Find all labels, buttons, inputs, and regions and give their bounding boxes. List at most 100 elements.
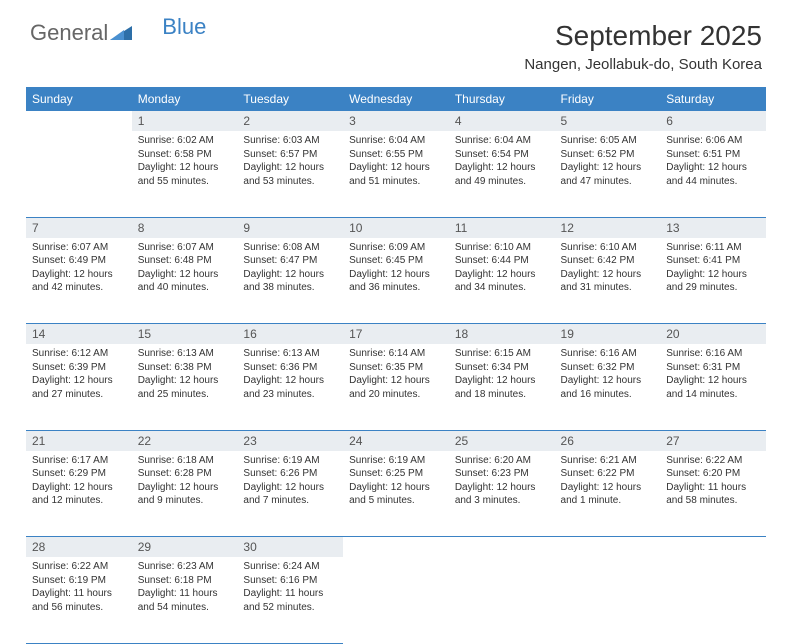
- calendar-table: Sunday Monday Tuesday Wednesday Thursday…: [26, 87, 766, 644]
- sunset-text: Sunset: 6:58 PM: [138, 148, 232, 162]
- week-row: Sunrise: 6:17 AMSunset: 6:29 PM Daylight:…: [26, 451, 766, 537]
- day-cell: Sunrise: 6:07 AMSunset: 6:49 PMDaylight:…: [26, 238, 132, 324]
- sunrise-text: Sunrise: 6:16 AM: [561, 347, 655, 361]
- day-cell: Sunrise: 6:15 AMSunset: 6:34 PMDaylight:…: [449, 344, 555, 430]
- day-number: 18: [449, 324, 555, 345]
- sunset-text: Sunset: 6:25 PM: [349, 467, 443, 481]
- day-detail: Sunrise: 6:04 AMSunset: 6:54 PMDaylight:…: [449, 131, 555, 192]
- day-cell: Sunrise: 6:21 AMSunset: 6:22 PMDaylight:…: [555, 451, 661, 537]
- sunrise-text: Sunrise: 6:07 AM: [138, 241, 232, 255]
- daylight-text-2: and 58 minutes.: [666, 494, 760, 508]
- day-number: 29: [132, 537, 238, 558]
- daylight-text-2: and 34 minutes.: [455, 281, 549, 295]
- sunrise-text: Sunrise: 6:24 AM: [243, 560, 337, 574]
- day-detail: Sunrise: 6:22 AMSunset: 6:19 PMDaylight:…: [26, 557, 132, 618]
- daylight-text-1: Daylight: 11 hours: [138, 587, 232, 601]
- title-block: September 2025 Nangen, Jeollabuk-do, Sou…: [524, 20, 762, 73]
- day-number: 9: [237, 217, 343, 238]
- day-cell: Sunrise: 6:07 AMSunset: 6:48 PMDaylight:…: [132, 238, 238, 324]
- day-number: 27: [660, 430, 766, 451]
- sunset-text: Sunset: 6:16 PM: [243, 574, 337, 588]
- daylight-text-1: Daylight: 12 hours: [561, 481, 655, 495]
- sunrise-text: Sunrise: 6:13 AM: [243, 347, 337, 361]
- day-detail: Sunrise: 6:24 AMSunset: 6:16 PMDaylight:…: [237, 557, 343, 618]
- day-detail: Sunrise: 6:16 AMSunset: 6:31 PMDaylight:…: [660, 344, 766, 405]
- day-detail: Sunrise: 6:03 AMSunset: 6:57 PMDaylight:…: [237, 131, 343, 192]
- day-cell: Sunrise: 6:16 AMSunset: 6:31 PMDaylight:…: [660, 344, 766, 430]
- daylight-text-2: and 16 minutes.: [561, 388, 655, 402]
- daylight-text-1: Daylight: 12 hours: [32, 374, 126, 388]
- daylight-text-1: Daylight: 12 hours: [561, 268, 655, 282]
- day-number: 19: [555, 324, 661, 345]
- logo: General Blue: [30, 20, 206, 46]
- sunrise-text: Sunrise: 6:16 AM: [666, 347, 760, 361]
- day-detail: Sunrise: 6:09 AMSunset: 6:45 PMDaylight:…: [343, 238, 449, 299]
- sunrise-text: Sunrise: 6:19 AM: [243, 454, 337, 468]
- day-number: 10: [343, 217, 449, 238]
- logo-triangle-icon: [110, 20, 132, 46]
- sunrise-text: Sunrise: 6:02 AM: [138, 134, 232, 148]
- daylight-text-2: and 36 minutes.: [349, 281, 443, 295]
- day-number: 7: [26, 217, 132, 238]
- day-number: 24: [343, 430, 449, 451]
- daylight-text-2: and 20 minutes.: [349, 388, 443, 402]
- day-cell: Sunrise: 6:11 AMSunset: 6:41 PMDaylight:…: [660, 238, 766, 324]
- daynum-row: 123456: [26, 111, 766, 131]
- sunset-text: Sunset: 6:57 PM: [243, 148, 337, 162]
- day-detail: Sunrise: 6:13 AMSunset: 6:38 PMDaylight:…: [132, 344, 238, 405]
- daylight-text-2: and 7 minutes.: [243, 494, 337, 508]
- daylight-text-1: Daylight: 11 hours: [32, 587, 126, 601]
- day-number: 25: [449, 430, 555, 451]
- sunset-text: Sunset: 6:31 PM: [666, 361, 760, 375]
- day-number: 1: [132, 111, 238, 131]
- day-number: 30: [237, 537, 343, 558]
- sunrise-text: Sunrise: 6:13 AM: [138, 347, 232, 361]
- daylight-text-2: and 23 minutes.: [243, 388, 337, 402]
- day-cell: Sunrise: 6:10 AMSunset: 6:44 PMDaylight:…: [449, 238, 555, 324]
- day-number: [343, 537, 449, 558]
- daylight-text-1: Daylight: 12 hours: [561, 374, 655, 388]
- sunrise-text: Sunrise: 6:04 AM: [455, 134, 549, 148]
- sunrise-text: Sunrise: 6:12 AM: [32, 347, 126, 361]
- day-cell: [26, 131, 132, 217]
- day-cell: Sunrise: 6:16 AMSunset: 6:32 PMDaylight:…: [555, 344, 661, 430]
- day-cell: Sunrise: 6:09 AMSunset: 6:45 PMDaylight:…: [343, 238, 449, 324]
- sunset-text: Sunset: 6:44 PM: [455, 254, 549, 268]
- logo-text-1: General: [30, 20, 108, 46]
- day-number: 12: [555, 217, 661, 238]
- sunrise-text: Sunrise: 6:03 AM: [243, 134, 337, 148]
- sunrise-text: Sunrise: 6:15 AM: [455, 347, 549, 361]
- daylight-text-1: Daylight: 12 hours: [455, 374, 549, 388]
- sunrise-text: Sunrise: 6:17 AM: [32, 454, 126, 468]
- daylight-text-1: Daylight: 12 hours: [455, 161, 549, 175]
- sunrise-text: Sunrise: 6:23 AM: [138, 560, 232, 574]
- daylight-text-2: and 5 minutes.: [349, 494, 443, 508]
- day-number: [660, 537, 766, 558]
- day-detail: Sunrise: 6:10 AMSunset: 6:44 PMDaylight:…: [449, 238, 555, 299]
- day-detail: Sunrise: 6:19 AMSunset: 6:25 PMDaylight:…: [343, 451, 449, 512]
- day-number: 13: [660, 217, 766, 238]
- daylight-text-2: and 38 minutes.: [243, 281, 337, 295]
- sunset-text: Sunset: 6:29 PM: [32, 467, 126, 481]
- day-cell: [555, 557, 661, 643]
- day-cell: [449, 557, 555, 643]
- daynum-row: 21222324252627: [26, 430, 766, 451]
- day-detail: Sunrise: 6:13 AMSunset: 6:36 PMDaylight:…: [237, 344, 343, 405]
- sunset-text: Sunset: 6:51 PM: [666, 148, 760, 162]
- day-cell: [660, 557, 766, 643]
- day-detail: Sunrise: 6:06 AMSunset: 6:51 PMDaylight:…: [660, 131, 766, 192]
- day-cell: Sunrise: 6:13 AMSunset: 6:38 PMDaylight:…: [132, 344, 238, 430]
- day-detail: Sunrise: 6:18 AMSunset: 6:28 PMDaylight:…: [132, 451, 238, 512]
- weekday-header-row: Sunday Monday Tuesday Wednesday Thursday…: [26, 87, 766, 111]
- day-number: 22: [132, 430, 238, 451]
- sunrise-text: Sunrise: 6:14 AM: [349, 347, 443, 361]
- daylight-text-2: and 25 minutes.: [138, 388, 232, 402]
- week-row: Sunrise: 6:02 AMSunset: 6:58 PM Daylight:…: [26, 131, 766, 217]
- daylight-text-1: Daylight: 12 hours: [243, 161, 337, 175]
- sunset-text: Sunset: 6:23 PM: [455, 467, 549, 481]
- day-detail: Sunrise: 6:07 AMSunset: 6:48 PMDaylight:…: [132, 238, 238, 299]
- daylight-text-1: Daylight: 12 hours: [32, 268, 126, 282]
- day-cell: Sunrise: 6:23 AMSunset: 6:18 PMDaylight:…: [132, 557, 238, 643]
- day-number: 21: [26, 430, 132, 451]
- sunrise-text: Sunrise: 6:18 AM: [138, 454, 232, 468]
